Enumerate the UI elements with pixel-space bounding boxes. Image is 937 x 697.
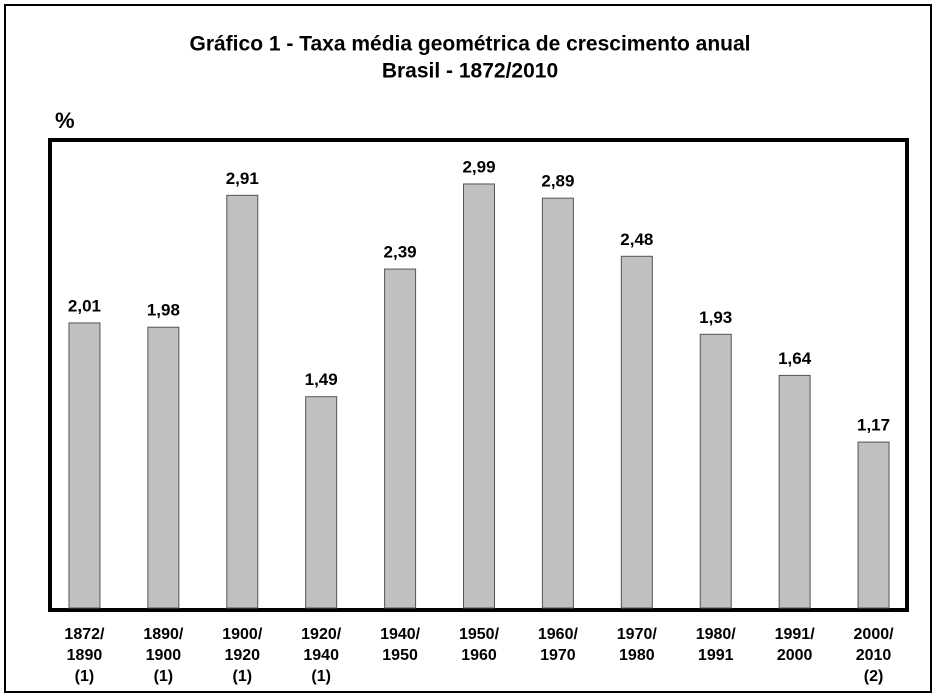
x-tick-label: 1920 [224, 647, 260, 664]
value-label: 2,99 [462, 157, 495, 176]
value-label: 2,39 [384, 243, 417, 262]
value-label: 2,48 [620, 230, 653, 249]
bar [226, 194, 259, 609]
x-tick-label: 1890 [67, 647, 103, 664]
bar [147, 326, 180, 609]
x-tick-label: 1950 [382, 647, 418, 664]
x-tick-label: 1991/ [775, 626, 816, 643]
y-axis-label: % [55, 108, 75, 133]
x-tick-label: (2) [864, 668, 884, 685]
bar [384, 268, 417, 609]
bar [620, 255, 653, 609]
x-tick-label: 2010 [856, 647, 892, 664]
x-tick-label: (1) [311, 668, 331, 685]
bar [699, 333, 732, 609]
value-label: 2,89 [541, 172, 574, 191]
x-tick-label: 1960/ [538, 626, 579, 643]
x-tick-label: 1960 [461, 647, 497, 664]
x-tick-label: 1980/ [696, 626, 737, 643]
bar [778, 374, 811, 609]
x-tick-label: 1980 [619, 647, 655, 664]
value-label: 1,49 [305, 370, 338, 389]
plot-area [48, 138, 909, 612]
x-tick-label: 1920/ [301, 626, 342, 643]
x-tick-label: 2000/ [854, 626, 895, 643]
x-tick-label: 1940/ [380, 626, 421, 643]
x-tick-label: 1872/ [64, 626, 105, 643]
x-tick-label: 1950/ [459, 626, 500, 643]
value-label: 2,01 [68, 296, 101, 315]
x-tick-label: (1) [232, 668, 252, 685]
x-tick-label: 1890/ [143, 626, 184, 643]
bar [305, 396, 338, 609]
value-label: 1,64 [778, 349, 812, 368]
x-tick-label: 1991 [698, 647, 734, 664]
x-tick-label: 1970/ [617, 626, 658, 643]
x-tick-label: 2000 [777, 647, 813, 664]
bar [541, 197, 574, 609]
x-tick-label: 1970 [540, 647, 576, 664]
x-tick-label: 1940 [303, 647, 339, 664]
chart-title: Gráfico 1 - Taxa média geométrica de cre… [190, 33, 751, 56]
value-label: 1,98 [147, 301, 180, 320]
x-tick-label: (1) [75, 668, 95, 685]
x-tick-label: 1900 [146, 647, 182, 664]
chart-subtitle: Brasil - 1872/2010 [382, 60, 558, 83]
x-tick-label: 1900/ [222, 626, 263, 643]
bar [463, 183, 495, 609]
x-tick-label: (1) [154, 668, 174, 685]
value-label: 2,91 [226, 169, 259, 188]
value-label: 1,93 [699, 308, 732, 327]
value-label: 1,17 [857, 416, 890, 435]
bar [68, 322, 101, 609]
bar [857, 441, 890, 609]
